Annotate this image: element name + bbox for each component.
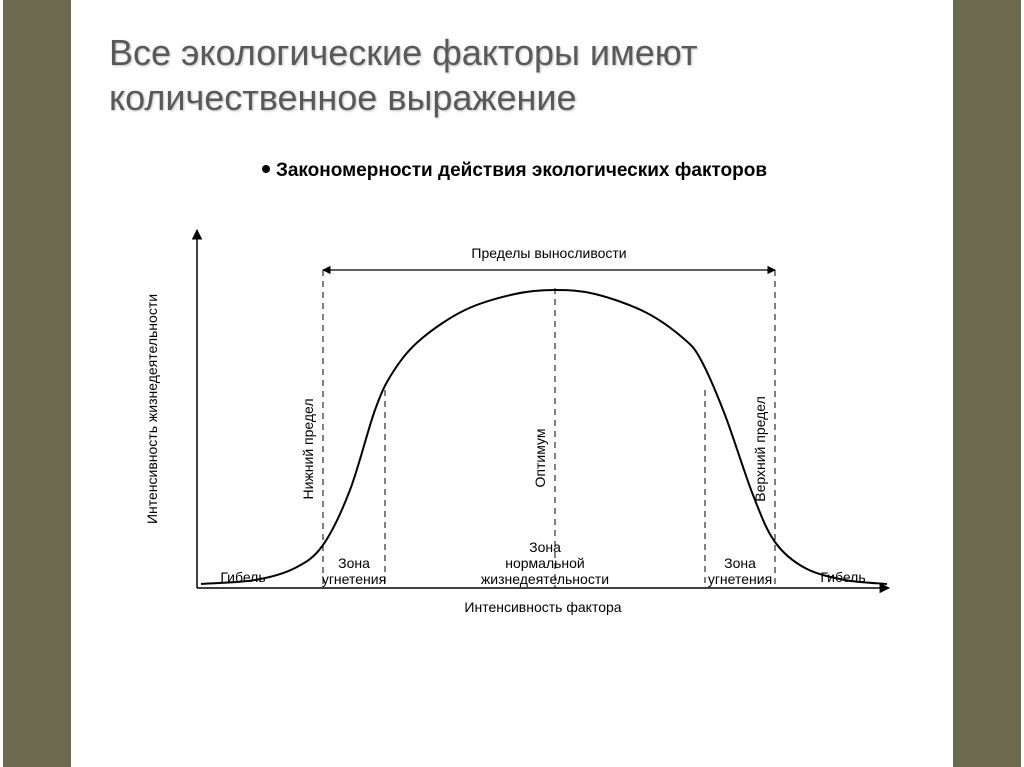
- svg-text:Интенсивность жизнедеятельност: Интенсивность жизнедеятельности: [144, 294, 160, 524]
- slide-title: Все экологические факторы имеют количест…: [109, 30, 920, 120]
- bullet-icon: [262, 165, 270, 173]
- svg-text:Зона: Зона: [724, 555, 756, 571]
- chart-subtitle: Закономерности действия экологических фа…: [109, 160, 920, 182]
- left-border: [0, 0, 74, 767]
- svg-text:Оптимум: Оптимум: [532, 429, 548, 488]
- svg-text:угнетения: угнетения: [707, 571, 771, 587]
- chart-container: Интенсивность жизнедеятельности Интенсивн…: [109, 210, 920, 747]
- svg-text:Интенсивность фактора: Интенсивность фактора: [464, 599, 621, 615]
- chart-subtitle-text: Закономерности действия экологических фа…: [276, 160, 767, 181]
- right-border: [950, 0, 1024, 767]
- svg-text:Зона: Зона: [338, 555, 370, 571]
- svg-text:нормальной: нормальной: [505, 555, 585, 571]
- svg-text:Зона: Зона: [529, 539, 561, 555]
- svg-text:жизнедеятельности: жизнедеятельности: [480, 571, 608, 587]
- slide-content: Все экологические факторы имеют количест…: [74, 0, 950, 767]
- svg-text:Верхний предел: Верхний предел: [752, 396, 768, 502]
- tolerance-curve-chart: Интенсивность жизнедеятельности Интенсивн…: [135, 210, 895, 630]
- svg-text:Гибель: Гибель: [220, 569, 265, 585]
- svg-text:угнетения: угнетения: [321, 571, 385, 587]
- svg-text:Нижний предел: Нижний предел: [300, 398, 316, 499]
- svg-text:Гибель: Гибель: [820, 569, 865, 585]
- svg-text:Пределы выносливости: Пределы выносливости: [471, 245, 626, 261]
